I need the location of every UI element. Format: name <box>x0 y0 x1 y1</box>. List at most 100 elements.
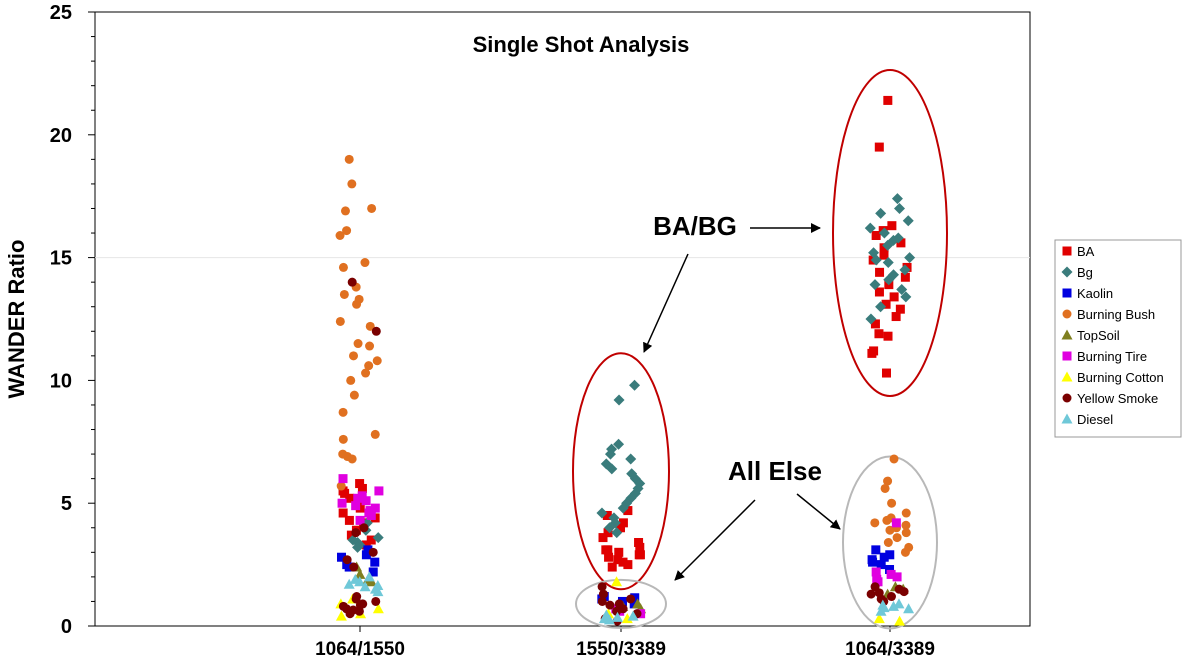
data-point-burning-bush <box>349 390 359 400</box>
data-point-burning-tire <box>351 501 361 511</box>
data-point-kaolin <box>336 552 346 562</box>
data-point-burning-bush <box>335 316 345 326</box>
arrow-all-else-right <box>796 493 841 530</box>
data-point-bg <box>904 252 916 264</box>
data-point-bg <box>613 438 625 450</box>
data-point-burning-bush <box>338 262 348 272</box>
data-point-yellow-smoke <box>899 587 909 597</box>
annotation-arrows <box>643 223 841 581</box>
data-point-burning-bush <box>360 258 370 268</box>
data-point-diesel <box>359 581 371 592</box>
data-point-yellow-smoke <box>598 589 608 599</box>
y-tick-label: 0 <box>61 616 72 638</box>
data-point-burning-bush <box>901 528 911 538</box>
data-point-yellow-smoke <box>351 528 361 538</box>
data-point-burning-bush <box>900 547 910 557</box>
data-point-bg <box>629 379 641 391</box>
data-point-bg <box>896 284 908 296</box>
y-tick-label: 5 <box>61 493 72 515</box>
data-point-bg <box>893 202 905 214</box>
data-point-burning-tire <box>355 515 365 525</box>
data-point-burning-cotton <box>372 603 384 614</box>
data-point-bg <box>611 527 623 539</box>
data-point-ba <box>874 329 884 339</box>
data-point-yellow-smoke <box>371 326 381 336</box>
data-point-burning-bush <box>883 476 893 486</box>
data-point-ba <box>366 535 376 545</box>
data-point-bg <box>900 291 912 303</box>
data-point-kaolin <box>885 565 895 575</box>
data-point-burning-bush <box>353 339 363 349</box>
data-point-burning-bush <box>892 533 902 543</box>
data-point-burning-tire <box>337 498 347 508</box>
data-point-kaolin <box>363 545 373 555</box>
data-point-yellow-smoke <box>347 277 357 287</box>
data-point-diesel <box>372 579 384 590</box>
data-point-kaolin <box>868 557 878 567</box>
all-else-oval-1550-3389 <box>575 578 667 629</box>
data-point-burning-bush <box>901 508 911 518</box>
data-point-ba <box>614 547 624 557</box>
legend-marker-ba <box>1062 246 1072 256</box>
data-point-burning-tire <box>364 508 374 518</box>
data-point-topsoil <box>354 568 366 579</box>
data-point-burning-tire <box>338 474 348 484</box>
data-point-yellow-smoke <box>359 523 369 533</box>
data-point-bg <box>606 463 618 475</box>
data-point-bg <box>613 394 625 406</box>
data-point-ba <box>338 486 348 496</box>
data-point-burning-bush <box>889 454 899 464</box>
data-point-bg <box>875 207 887 219</box>
legend-label-bg: Bg <box>1077 265 1093 280</box>
data-point-diesel <box>349 573 361 584</box>
legend-marker-burning-bush <box>1062 309 1072 319</box>
data-point-bg <box>899 264 911 276</box>
data-point-ba <box>604 552 614 562</box>
data-point-diesel <box>600 609 612 620</box>
data-point-yellow-smoke <box>612 606 622 616</box>
data-point-ba <box>867 348 877 358</box>
data-point-burning-bush <box>370 429 380 439</box>
data-point-ba <box>874 287 884 297</box>
data-point-kaolin <box>629 599 639 609</box>
data-point-diesel <box>372 586 384 597</box>
data-point-burning-tire <box>353 493 363 503</box>
legend-label-diesel: Diesel <box>1077 412 1113 427</box>
data-point-ba <box>603 545 613 555</box>
data-point-kaolin <box>361 550 371 560</box>
data-point-diesel <box>888 600 900 611</box>
data-point-burning-tire <box>370 503 380 513</box>
data-point-kaolin <box>370 557 380 567</box>
data-point-ba <box>338 508 348 518</box>
data-point-ba <box>879 250 889 260</box>
arrow-ba-bg-down <box>643 253 689 353</box>
data-point-burning-bush <box>335 230 345 240</box>
legend-label-kaolin: Kaolin <box>1077 286 1113 301</box>
data-point-bg <box>892 232 904 244</box>
data-point-yellow-smoke <box>886 592 896 602</box>
data-point-ba <box>615 523 625 533</box>
data-point-yellow-smoke <box>368 547 378 557</box>
data-point-ba <box>607 562 617 572</box>
data-point-burning-bush <box>352 299 362 309</box>
data-point-burning-bush <box>372 356 382 366</box>
y-tick-label: 20 <box>50 125 72 147</box>
data-point-ba <box>889 292 899 302</box>
data-point-ba <box>361 540 371 550</box>
data-point-burning-bush <box>887 498 897 508</box>
x-tick-label: 1064/1550 <box>315 639 405 660</box>
data-point-ba <box>623 560 633 570</box>
legend-box <box>1054 239 1182 438</box>
data-point-bg <box>878 227 890 239</box>
data-point-burning-tire <box>374 486 384 496</box>
data-point-burning-bush <box>342 226 352 236</box>
data-point-yellow-smoke <box>866 589 876 599</box>
data-point-bg <box>870 254 882 266</box>
data-point-diesel <box>611 611 623 622</box>
data-point-bg <box>875 301 887 313</box>
data-point-ba <box>355 479 365 489</box>
data-point-burning-bush <box>870 518 880 528</box>
data-point-kaolin <box>368 567 378 577</box>
data-point-yellow-smoke <box>355 600 365 610</box>
